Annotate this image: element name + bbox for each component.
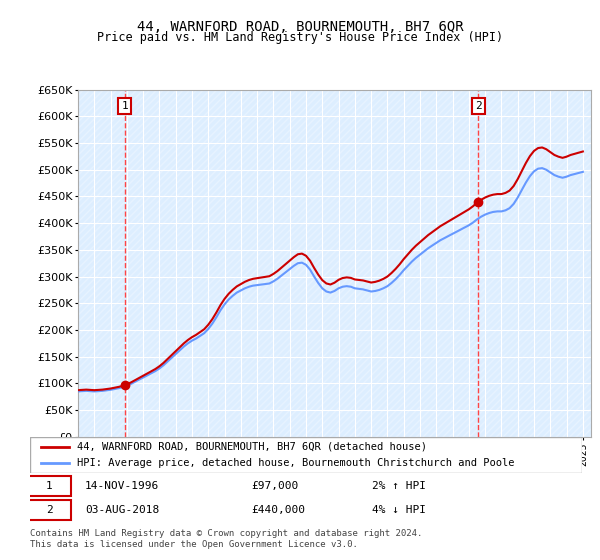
FancyBboxPatch shape bbox=[30, 437, 582, 473]
Text: 2% ↑ HPI: 2% ↑ HPI bbox=[372, 481, 426, 491]
Text: 1: 1 bbox=[121, 101, 128, 111]
Text: 1: 1 bbox=[46, 481, 53, 491]
Text: 44, WARNFORD ROAD, BOURNEMOUTH, BH7 6QR (detached house): 44, WARNFORD ROAD, BOURNEMOUTH, BH7 6QR … bbox=[77, 442, 427, 452]
FancyBboxPatch shape bbox=[27, 500, 71, 520]
Text: 4% ↓ HPI: 4% ↓ HPI bbox=[372, 505, 426, 515]
Text: 2: 2 bbox=[46, 505, 53, 515]
Text: HPI: Average price, detached house, Bournemouth Christchurch and Poole: HPI: Average price, detached house, Bour… bbox=[77, 458, 514, 468]
Text: 2: 2 bbox=[475, 101, 482, 111]
FancyBboxPatch shape bbox=[27, 476, 71, 496]
Text: £97,000: £97,000 bbox=[251, 481, 298, 491]
Text: £440,000: £440,000 bbox=[251, 505, 305, 515]
Text: Contains HM Land Registry data © Crown copyright and database right 2024.
This d: Contains HM Land Registry data © Crown c… bbox=[30, 529, 422, 549]
Text: 14-NOV-1996: 14-NOV-1996 bbox=[85, 481, 160, 491]
Text: 03-AUG-2018: 03-AUG-2018 bbox=[85, 505, 160, 515]
Text: 44, WARNFORD ROAD, BOURNEMOUTH, BH7 6QR: 44, WARNFORD ROAD, BOURNEMOUTH, BH7 6QR bbox=[137, 20, 463, 34]
Text: Price paid vs. HM Land Registry's House Price Index (HPI): Price paid vs. HM Land Registry's House … bbox=[97, 31, 503, 44]
